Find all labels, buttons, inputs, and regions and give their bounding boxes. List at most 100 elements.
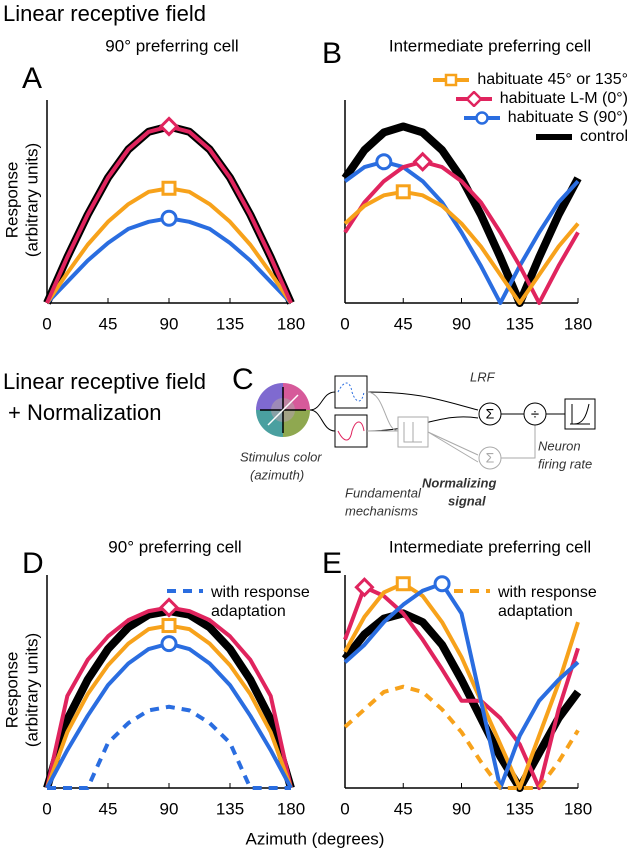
marker — [375, 153, 393, 171]
panel-label: C — [232, 363, 254, 396]
divide-symbol: ÷ — [531, 406, 539, 423]
legend-swatch — [535, 133, 572, 140]
x-tick-label: 45 — [394, 799, 413, 818]
panel-title: 90° preferring cell — [108, 537, 241, 556]
x-tick-label: 135 — [506, 314, 534, 333]
marker — [158, 597, 180, 618]
section-title: Linear receptive field — [3, 369, 206, 394]
x-tick-label: 90 — [452, 799, 471, 818]
section-title: Linear receptive field — [3, 1, 206, 26]
x-tick-label: 45 — [394, 314, 413, 333]
legend-entry: habituate 45° or 135° — [431, 70, 628, 89]
diagram-label: firing rate — [538, 456, 592, 471]
marker — [395, 184, 411, 200]
marker — [354, 577, 375, 598]
section-title: + Normalization — [8, 400, 161, 425]
legend-entry: habituate S (90°) — [462, 108, 628, 127]
x-tick-label: 135 — [506, 799, 534, 818]
connector — [427, 431, 479, 463]
legend-label: control — [579, 128, 628, 145]
panel-title: Intermediate preferring cell — [389, 537, 591, 556]
series-line — [343, 581, 580, 790]
mechanism-box — [334, 375, 368, 409]
y-axis-label: Response — [2, 652, 21, 729]
connector — [501, 425, 536, 459]
legend: habituate 45° or 135° habituate L-M (0°) h… — [431, 70, 628, 146]
diagram-label: LRF — [470, 369, 496, 384]
marker — [160, 635, 178, 653]
series-line — [45, 186, 293, 305]
marker — [161, 618, 177, 634]
legend-marker — [464, 90, 483, 107]
x-tick-label: 0 — [42, 314, 51, 333]
marker — [158, 116, 180, 137]
diagram-label: (azimuth) — [250, 467, 304, 482]
mechanism-curve — [337, 421, 365, 441]
connector — [309, 391, 336, 432]
x-tick-label: 180 — [277, 314, 305, 333]
series-line — [343, 581, 580, 790]
panel-label: A — [22, 62, 42, 95]
arrow — [267, 394, 299, 426]
color-wheel — [256, 383, 310, 437]
legend-marker — [445, 73, 458, 86]
legend-swatch — [433, 73, 470, 86]
legend-label: habituate L-M (0°) — [499, 90, 628, 107]
sum-symbol: Σ — [486, 406, 495, 422]
x-tick-label: 90 — [452, 314, 471, 333]
x-tick-label: 45 — [99, 314, 118, 333]
series-line — [341, 609, 582, 792]
mechanism-curve — [337, 382, 365, 402]
diagram-label: Stimulus color — [240, 449, 322, 464]
normalizing-curve — [403, 422, 422, 443]
panel-title: Intermediate preferring cell — [389, 36, 591, 55]
x-tick-label: 45 — [99, 799, 118, 818]
marker — [433, 575, 451, 593]
diagram-label: signal — [448, 493, 486, 508]
y-axis-label: (arbitrary units) — [22, 633, 41, 747]
x-tick-label: 180 — [277, 799, 305, 818]
marker — [395, 576, 411, 592]
neuron-curve — [570, 403, 590, 425]
series-line — [343, 585, 580, 790]
diagram-label: mechanisms — [345, 503, 418, 518]
series-line — [47, 704, 291, 790]
legend-entry: with response adaptation — [452, 583, 618, 621]
panel-label: B — [322, 37, 342, 70]
series-line — [343, 159, 580, 305]
marker — [160, 209, 178, 227]
x-tick-label: 180 — [564, 314, 592, 333]
series-line — [343, 684, 580, 790]
y-axis-label: Response — [2, 162, 21, 239]
x-tick-label: 180 — [564, 799, 592, 818]
connector — [366, 391, 399, 432]
x-tick-label: 0 — [42, 799, 51, 818]
x-axis-label: Azimuth (degrees) — [246, 829, 385, 848]
sum-symbol: Σ — [486, 450, 495, 466]
series-line — [343, 189, 580, 305]
y-axis-label: (arbitrary units) — [22, 143, 41, 257]
x-tick-label: 90 — [160, 799, 179, 818]
legend-label: with response adaptation — [211, 584, 310, 620]
series-line — [341, 122, 582, 307]
legend-swatch — [167, 589, 203, 593]
legend-marker — [475, 110, 489, 125]
legend-swatch — [455, 90, 492, 107]
diagram: C Σ Σ ÷ LRF Stimulus col — [232, 363, 596, 518]
x-tick-label: 135 — [216, 314, 244, 333]
legend-entry: control — [534, 127, 628, 146]
x-tick-label: 135 — [216, 799, 244, 818]
marker — [161, 180, 177, 196]
legend-entry: habituate L-M (0°) — [454, 89, 628, 108]
legend-entry: with response adaptation — [165, 583, 331, 621]
mechanism-box — [334, 414, 368, 448]
legend-swatch — [463, 110, 500, 125]
legend: with response adaptation — [452, 583, 618, 621]
diagram-label: Neuron — [538, 438, 581, 453]
legend-label: with response adaptation — [498, 584, 597, 620]
x-tick-label: 0 — [340, 799, 349, 818]
legend: with response adaptation — [165, 583, 331, 621]
panel-title: 90° preferring cell — [105, 36, 238, 55]
